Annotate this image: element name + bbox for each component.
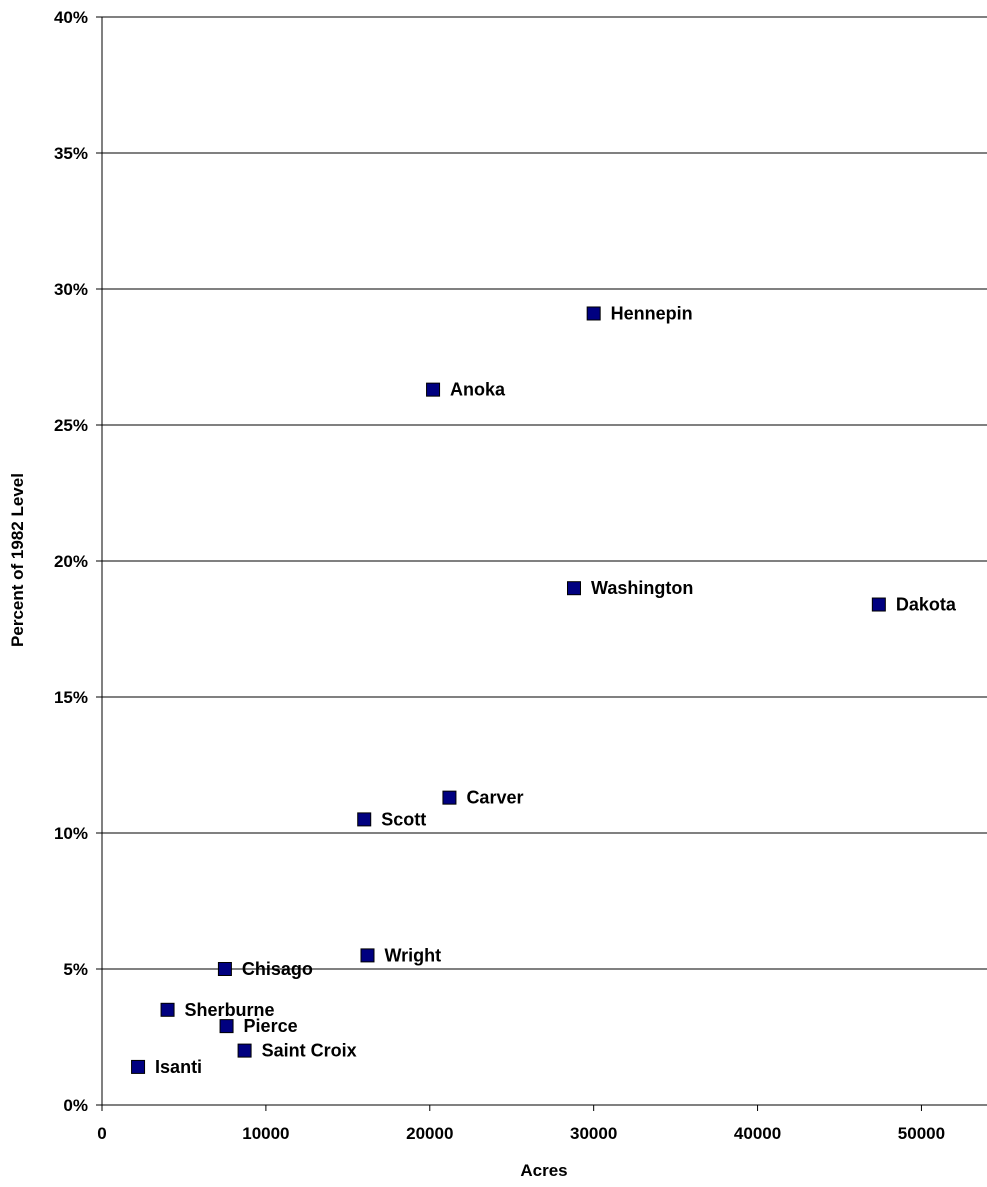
data-label: Isanti [155,1057,202,1077]
data-point [357,812,372,827]
y-tick-label: 15% [54,688,88,707]
data-label: Saint Croix [262,1041,357,1061]
x-tick-label: 30000 [570,1124,617,1143]
data-label: Hennepin [611,303,693,323]
y-tick-label: 0% [63,1096,88,1115]
data-point [237,1043,252,1058]
data-point [567,581,581,596]
data-point [360,948,375,963]
x-tick-labels: 0 10000 20000 30000 40000 50000 [97,1124,945,1143]
data-label: Sherburne [185,1000,275,1020]
x-axis-title: Acres [520,1161,567,1180]
data-label: Scott [381,809,426,829]
data-point [586,306,601,321]
gridlines [102,16,987,970]
x-tick-label: 10000 [242,1124,289,1143]
y-tick-label: 35% [54,144,88,163]
x-tick-label: 0 [97,1124,106,1143]
data-label: Pierce [244,1016,298,1036]
y-tick-label: 20% [54,552,88,571]
y-tick-label: 5% [63,960,88,979]
data-point [442,790,457,805]
data-points: Hennepin Anoka Washington Dakota Carver Scott… [131,303,957,1077]
axes [96,16,987,1111]
data-label: Dakota [896,595,957,615]
data-label: Chisago [242,959,313,979]
x-tick-label: 50000 [898,1124,945,1143]
data-point [160,1002,175,1017]
data-label: Anoka [450,380,506,400]
y-tick-label: 25% [54,416,88,435]
data-label: Carver [466,788,523,808]
data-point [219,1019,234,1034]
y-tick-label: 40% [54,8,88,27]
y-tick-label: 10% [54,824,88,843]
y-tick-labels: 0% 5% 10% 15% 20% 25% 30% 35% 40% [54,8,88,1115]
data-point [871,597,886,612]
x-tick-label: 20000 [406,1124,453,1143]
data-label: Wright [385,945,442,965]
y-axis-title: Percent of 1982 Level [8,473,27,647]
y-tick-label: 30% [54,280,88,299]
data-point [217,962,232,976]
data-point [131,1059,146,1074]
data-label: Washington [591,578,693,598]
data-point [426,382,441,397]
x-tick-label: 40000 [734,1124,781,1143]
